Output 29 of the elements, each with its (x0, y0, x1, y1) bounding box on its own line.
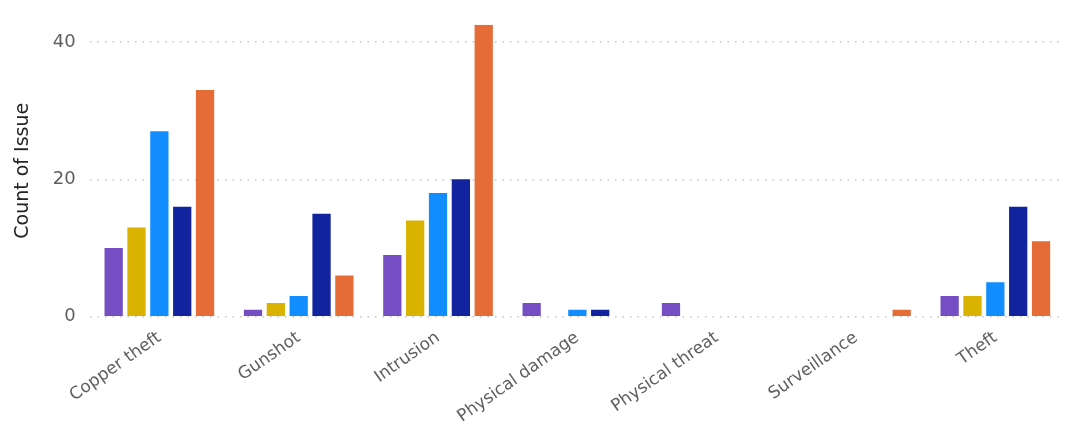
y-tick-label: 0 (64, 304, 76, 326)
bar (243, 309, 263, 316)
bar (127, 227, 146, 316)
bar (661, 302, 681, 316)
bar (892, 309, 911, 316)
bar (1031, 241, 1051, 316)
bar (312, 213, 331, 316)
bar (406, 220, 425, 316)
bar (591, 309, 610, 316)
bar (568, 309, 587, 316)
bar (150, 131, 169, 316)
y-axis-title: Count of Issue (10, 102, 33, 239)
bar (104, 248, 123, 316)
y-tick-label: 40 (52, 29, 76, 51)
bar (963, 296, 982, 316)
bar (383, 254, 402, 316)
bar (986, 282, 1005, 316)
bar (335, 275, 354, 316)
y-tick-label: 20 (52, 167, 76, 189)
bar (522, 302, 541, 316)
bar (474, 24, 493, 316)
bar (289, 296, 308, 316)
bar (173, 206, 192, 316)
bar (451, 179, 471, 316)
bar (1009, 206, 1028, 316)
bar (940, 296, 959, 316)
bar (195, 90, 215, 316)
bar (428, 193, 448, 316)
bar (266, 302, 285, 316)
